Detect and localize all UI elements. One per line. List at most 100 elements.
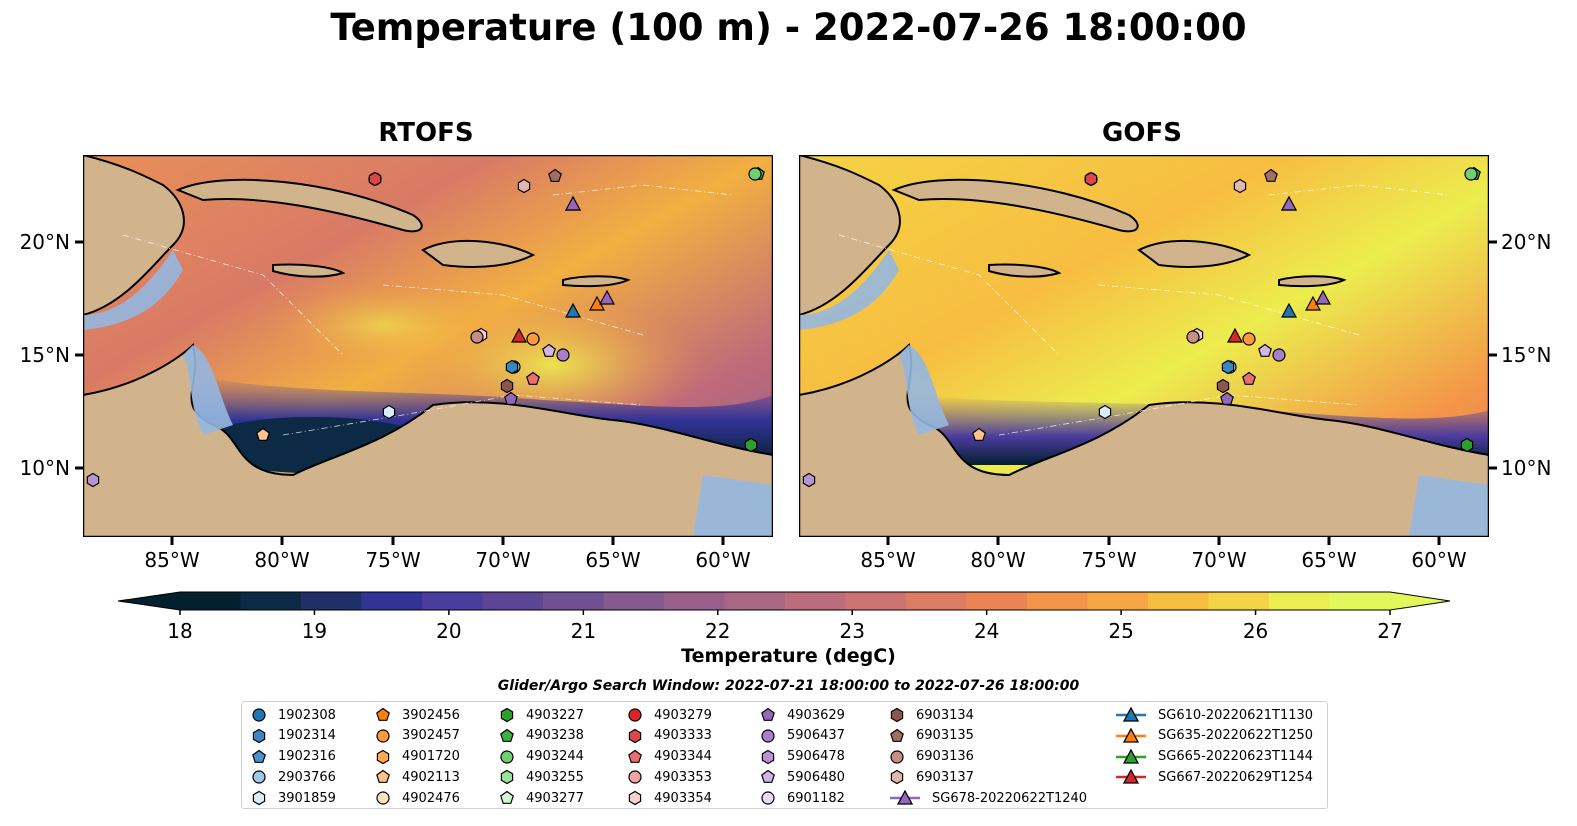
platform-marker xyxy=(1272,348,1286,362)
hexagon-marker-icon xyxy=(252,790,266,806)
legend-label: 3902457 xyxy=(402,728,460,744)
colorbar-segment xyxy=(361,592,423,610)
colorbar-segment xyxy=(906,592,967,610)
lon-ticks-left: 85°W 80°W 75°W 70°W 65°W 60°W xyxy=(144,537,751,572)
legend-label: 4903255 xyxy=(526,769,584,785)
colorbar-segment xyxy=(1208,592,1270,610)
triangle-line-marker-icon xyxy=(1116,727,1146,743)
lon-tick-label: 85°W xyxy=(860,548,915,572)
legend-item: 4903344 xyxy=(628,747,712,767)
platform-marker xyxy=(1314,289,1332,305)
colorbar: 18 19 20 21 22 23 24 25 26 27 xyxy=(117,591,1451,638)
circle-marker-icon xyxy=(252,770,266,784)
circle-marker-icon xyxy=(376,791,390,805)
platform-markers xyxy=(86,166,765,488)
legend-label: 6903134 xyxy=(916,707,974,723)
circle-marker-icon xyxy=(628,708,642,722)
map-panel-rtofs xyxy=(83,155,773,537)
lon-tick-label: 65°W xyxy=(1301,548,1356,572)
platform-marker xyxy=(548,168,562,182)
legend-item: 4903277 xyxy=(500,788,584,808)
legend-label: 4901720 xyxy=(402,749,460,765)
colorbar-tick-label: 24 xyxy=(974,619,999,638)
legend-item: 3902456 xyxy=(376,705,460,725)
circle-marker-icon xyxy=(376,729,390,743)
lon-tick-label: 80°W xyxy=(970,548,1025,572)
colorbar-segment xyxy=(664,592,725,610)
legend-label: 4903238 xyxy=(526,728,584,744)
platform-marker xyxy=(1084,171,1098,187)
legend-item: 4903353 xyxy=(628,767,712,787)
platform-marker xyxy=(1264,168,1278,182)
legend-label: 4903344 xyxy=(654,749,712,765)
colorbar-ticks: 18 19 20 21 22 23 24 25 26 27 xyxy=(167,610,1403,638)
hexagon-marker-icon xyxy=(500,707,514,723)
hexagon-marker-icon xyxy=(500,770,514,785)
colorbar-tick-label: 23 xyxy=(839,619,864,638)
legend-item: 4903255 xyxy=(500,767,584,787)
colorbar-tick-label: 18 xyxy=(167,619,192,638)
platform-marker xyxy=(1233,178,1247,194)
lat-tick-label: 10°N xyxy=(20,456,70,480)
colorbar-segment xyxy=(482,592,544,610)
colorbar-segment xyxy=(543,592,604,610)
legend-label: 4903353 xyxy=(654,769,712,785)
legend-label: 1902308 xyxy=(278,707,336,723)
lon-tick-label: 65°W xyxy=(585,548,640,572)
graticule xyxy=(122,184,734,436)
platform-marker xyxy=(598,289,616,305)
triangle-line-marker-icon xyxy=(890,790,920,805)
platform-marker xyxy=(504,391,518,405)
legend-item: SG610-20220621T1130 xyxy=(1116,705,1313,725)
legend-label: 6903136 xyxy=(916,749,974,765)
legend-label: 6903137 xyxy=(916,769,974,785)
legend-label: SG678-20220622T1240 xyxy=(932,790,1088,806)
legend-item: 1902316 xyxy=(252,747,336,767)
platform-marker xyxy=(517,178,531,194)
legend-item: 4903238 xyxy=(500,726,584,746)
legend-item: 6901182 xyxy=(761,788,845,808)
platform-marker xyxy=(1460,437,1474,453)
legend-label: 3901859 xyxy=(278,790,336,806)
legend-item: 4903629 xyxy=(761,705,845,725)
platform-marker xyxy=(500,378,514,394)
legend-item: 2903766 xyxy=(252,767,336,787)
land xyxy=(799,155,1489,537)
legend-item: 6903135 xyxy=(890,726,974,746)
platform-marker xyxy=(1226,327,1244,343)
pentagon-marker-icon xyxy=(761,707,775,721)
platform-marker xyxy=(1242,371,1256,385)
colorbar-segment xyxy=(1027,592,1088,610)
lat-tick-label: 20°N xyxy=(1501,230,1551,254)
triangle-line-marker-icon xyxy=(1116,707,1146,722)
colorbar-tick-label: 20 xyxy=(436,619,461,638)
platform-marker xyxy=(542,343,556,357)
graticule xyxy=(838,184,1450,436)
legend-label: SG610-20220621T1130 xyxy=(1158,707,1314,723)
colorbar-segment xyxy=(180,592,241,610)
pentagon-marker-icon xyxy=(890,728,904,742)
colorbar-extend-high xyxy=(1390,592,1450,610)
colorbar-tick-label: 22 xyxy=(705,619,730,638)
legend-item: 4903244 xyxy=(500,747,584,767)
legend-item: 5906480 xyxy=(761,767,845,787)
platform-marker xyxy=(470,330,484,344)
panel-title-gofs: GOFS xyxy=(1102,118,1182,148)
land xyxy=(83,155,773,537)
platform-marker xyxy=(1242,332,1256,346)
platform-marker xyxy=(526,371,540,385)
platform-marker xyxy=(382,404,396,420)
legend-label: 4903354 xyxy=(654,790,712,806)
lon-tick-label: 60°W xyxy=(695,548,750,572)
legend-label: 5906480 xyxy=(787,769,845,785)
legend-label: 4902476 xyxy=(402,790,460,806)
legend-label: 1902314 xyxy=(278,728,336,744)
pentagon-marker-icon xyxy=(500,790,514,805)
legend-label: 1902316 xyxy=(278,749,336,765)
land-shallow-shelf xyxy=(799,250,1489,537)
colorbar-segment xyxy=(1087,592,1149,610)
panel-frame xyxy=(799,155,1489,537)
hexagon-marker-icon xyxy=(890,707,904,723)
circle-marker-icon xyxy=(890,749,904,764)
lon-tick-label: 60°W xyxy=(1411,548,1466,572)
